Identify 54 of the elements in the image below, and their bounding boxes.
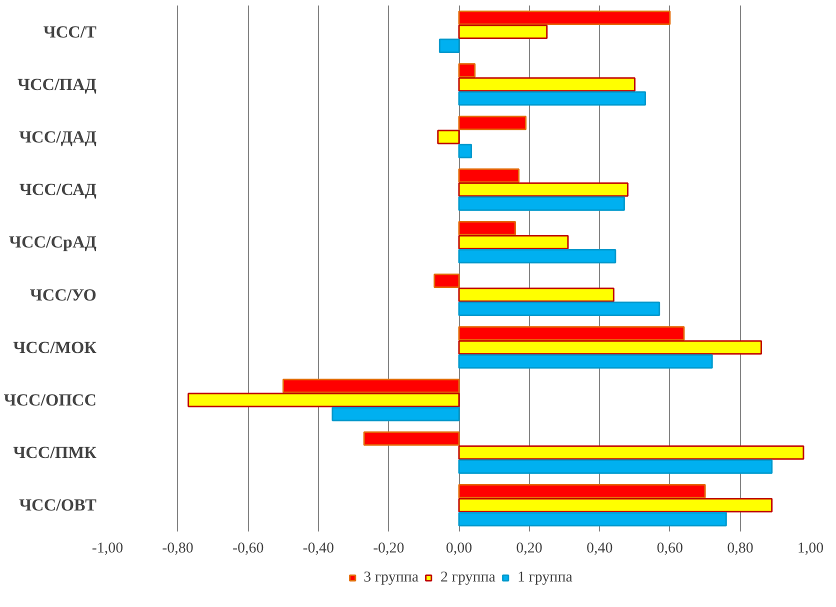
bar	[458, 512, 727, 526]
legend-label: 1 группа	[517, 569, 572, 586]
y-tick-label: ЧСС/СрАД	[9, 232, 97, 252]
bar	[437, 130, 460, 144]
x-tick-label: 0,00	[446, 540, 472, 556]
bar	[458, 249, 616, 264]
bar	[458, 459, 773, 474]
y-tick-label: ЧСС/УО	[30, 285, 97, 304]
bar	[363, 431, 460, 446]
x-tick-label: -0,60	[232, 540, 264, 556]
bar	[458, 196, 625, 211]
bar	[458, 220, 516, 236]
x-tick-label: -0,40	[302, 540, 334, 556]
bar	[458, 354, 713, 369]
x-tick-label: -1,00	[92, 540, 124, 556]
x-tick-label: 0,20	[516, 540, 542, 556]
y-tick-label: ЧСС/САД	[19, 180, 97, 200]
legend-label: 2 группа	[440, 569, 496, 586]
y-tick-label: ЧСС/Т	[43, 22, 98, 42]
x-tick-label: -0,20	[373, 540, 404, 556]
x-tick-label: 1,00	[797, 540, 824, 556]
bar	[188, 392, 460, 408]
x-tick-label: 0,80	[727, 540, 754, 556]
bar	[458, 484, 706, 498]
y-tick-label: ЧСС/ПАД	[18, 74, 97, 94]
bar	[458, 288, 614, 302]
bar	[458, 91, 646, 106]
bar	[458, 168, 520, 183]
y-tick-label: ЧСС/ОПСС	[4, 390, 97, 410]
y-tick-label: ЧСС/МОК	[13, 338, 98, 357]
bar	[458, 10, 671, 25]
bar	[458, 24, 548, 39]
bar	[458, 498, 773, 512]
bar	[438, 38, 460, 54]
y-tick-label: ЧСС/ДАД	[19, 128, 97, 146]
bar	[458, 63, 476, 78]
bar	[458, 235, 569, 250]
bar	[458, 340, 762, 355]
x-tick-label: 0,60	[656, 540, 684, 556]
bar	[458, 182, 628, 197]
bar	[458, 77, 636, 92]
bar	[434, 274, 460, 288]
bar	[458, 326, 685, 341]
bar	[332, 406, 460, 422]
bar	[282, 378, 460, 394]
y-tick-label: ЧСС/ПМК	[13, 443, 98, 462]
x-tick-label: -0,80	[162, 540, 194, 556]
bar	[458, 445, 804, 460]
legend-label: 3 группа	[364, 569, 419, 586]
bar	[458, 116, 527, 130]
y-tick-label: ЧСС/ОВТ	[19, 496, 98, 515]
x-tick-label: 0,40	[586, 540, 613, 556]
bar	[458, 144, 472, 158]
bar	[458, 302, 660, 316]
